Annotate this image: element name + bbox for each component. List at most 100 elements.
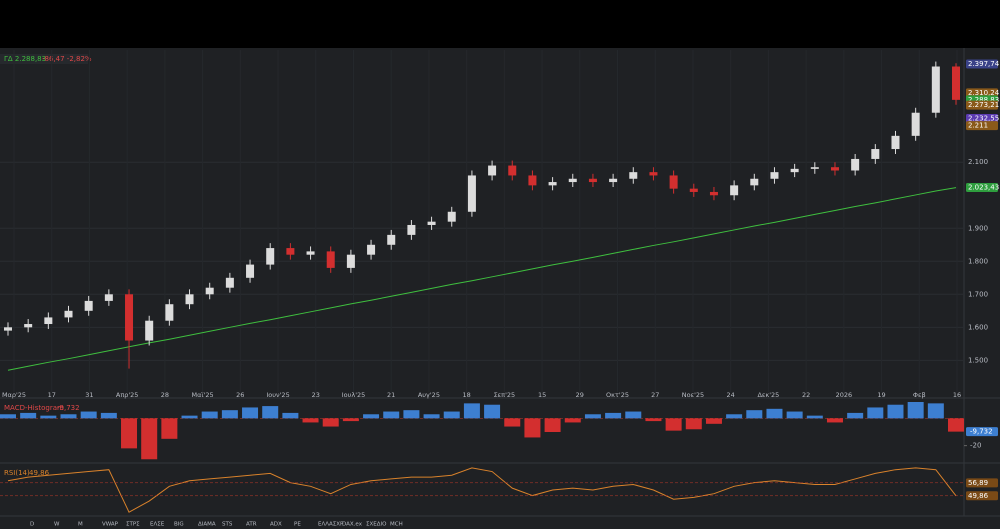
toolbar-button[interactable]: M	[78, 522, 83, 528]
macd-bar	[948, 418, 964, 432]
x-tick-label: 22	[802, 391, 810, 399]
candle-body	[810, 167, 819, 169]
macd-tick-label: -20	[970, 442, 981, 450]
candle-body	[165, 304, 174, 321]
candle-body	[790, 168, 799, 173]
toolbar-button[interactable]: MCH	[390, 522, 403, 528]
candle-body	[548, 182, 557, 186]
x-tick-label: 24	[727, 391, 735, 399]
macd-bar	[907, 402, 924, 419]
toolbar-button[interactable]: W	[54, 522, 60, 528]
candle-body	[629, 172, 638, 179]
candle-body	[730, 185, 739, 196]
toolbar-button[interactable]: PE	[294, 522, 301, 528]
candle-body	[911, 112, 920, 136]
y-tick-label: 1.600	[968, 323, 988, 331]
rsi-label: 56,89	[968, 479, 988, 487]
x-tick-label: Σεπ'25	[494, 391, 516, 399]
toolbar-button[interactable]: STS	[222, 522, 233, 528]
macd-bar	[806, 415, 823, 419]
candle-body	[145, 320, 154, 341]
macd-bar	[302, 418, 319, 423]
macd-bar	[605, 412, 622, 419]
x-tick-label: 28	[161, 391, 169, 399]
candle-body	[367, 244, 376, 255]
macd-bar	[443, 411, 460, 419]
macd-bar	[100, 412, 117, 419]
macd-bar	[564, 418, 581, 423]
macd-bar	[363, 414, 380, 419]
toolbar-button[interactable]: VWAP	[102, 522, 119, 528]
candle-body	[185, 294, 194, 305]
candle-body	[851, 158, 860, 171]
candle-body	[669, 175, 678, 189]
price-label-box	[966, 88, 998, 98]
candle-body	[508, 165, 517, 176]
macd-bar	[40, 415, 57, 419]
toolbar-button[interactable]: ΕΛΣΕ	[150, 522, 165, 528]
toolbar-button[interactable]: ΔΙΑΜΑ	[198, 522, 216, 528]
toolbar-button[interactable]: ADX	[270, 522, 282, 528]
change-text: -86,47 -2,82%	[42, 55, 92, 63]
toolbar-button[interactable]: ATR	[246, 522, 257, 528]
legend-box	[0, 54, 88, 64]
macd-title: MACD-Histogram	[4, 404, 64, 412]
candle-body	[750, 178, 759, 186]
toolbar-button[interactable]: DAX.ex	[342, 522, 363, 528]
macd-bar	[60, 414, 77, 419]
y-tick-label: 1.900	[968, 224, 988, 232]
candle-body	[225, 277, 234, 288]
x-tick-label: 29	[576, 391, 584, 399]
x-tick-label: 2026	[836, 391, 853, 399]
top-bar	[0, 0, 1000, 48]
candle-body	[44, 317, 53, 325]
candle-body	[588, 178, 597, 183]
toolbar-button[interactable]: D	[30, 522, 34, 528]
candle-body	[407, 224, 416, 235]
candle-body	[467, 175, 476, 212]
macd-bar	[201, 411, 218, 419]
macd-bar	[221, 410, 238, 419]
toolbar-button[interactable]: ΕΛΛΑΣΧΡ	[318, 522, 344, 528]
macd-bar	[766, 408, 783, 419]
macd-bar	[463, 403, 480, 419]
toolbar-button[interactable]: BIG	[174, 522, 184, 528]
x-tick-label: Φεβ	[913, 391, 926, 399]
x-tick-label: 17	[48, 391, 56, 399]
macd-bar	[342, 418, 359, 422]
x-tick-label: Νοε'25	[682, 391, 704, 399]
candle-body	[84, 300, 93, 311]
macd-bar	[786, 411, 803, 419]
macd-bar	[847, 412, 864, 419]
macd-bar	[746, 410, 763, 419]
candle-body	[205, 287, 214, 295]
candle-body	[830, 167, 839, 171]
candle-body	[427, 221, 436, 225]
price-label-box	[966, 183, 998, 193]
x-tick-label: 21	[387, 391, 395, 399]
ma200-line	[7, 187, 957, 371]
rsi-label: 49,86	[968, 492, 989, 500]
rsi-last: 49,86	[29, 469, 50, 477]
toolbar-button[interactable]: ΣΤΡΣ	[126, 522, 140, 528]
candle-body	[931, 66, 940, 113]
x-tick-label: Απρ'25	[116, 391, 139, 399]
x-tick-label: Δεκ'25	[757, 391, 779, 399]
candle-body	[387, 234, 396, 245]
y-tick-label: 1.800	[968, 257, 988, 265]
x-tick-label: Μαϊ'25	[192, 391, 214, 399]
candle-body	[246, 264, 255, 278]
macd-bar	[726, 414, 743, 419]
price-label-box	[966, 59, 998, 69]
macd-bar	[524, 418, 541, 438]
candle-body	[952, 66, 960, 100]
toolbar-button[interactable]: ΣΧΕΔΙΟ	[366, 522, 387, 528]
candle-body	[4, 327, 12, 331]
x-tick-label: 27	[651, 391, 659, 399]
macd-bar	[484, 404, 501, 419]
x-tick-label: Ιουλ'25	[342, 391, 366, 399]
candle-body	[709, 191, 718, 196]
macd-bar	[322, 418, 339, 427]
macd-bar	[141, 418, 158, 460]
